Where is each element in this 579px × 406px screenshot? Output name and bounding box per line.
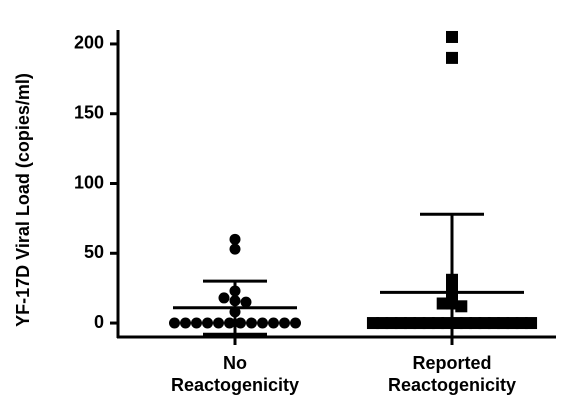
- data-point: [455, 300, 468, 313]
- x-tick-label: Reported Reactogenicity: [388, 353, 516, 395]
- data-point: [229, 243, 241, 255]
- y-axis-label: YF-17D Viral Load (copies/ml): [13, 73, 33, 327]
- data-point: [478, 317, 491, 330]
- data-point: [506, 317, 519, 330]
- data-point: [376, 317, 389, 330]
- data-point: [235, 317, 246, 329]
- data-point: [240, 296, 252, 308]
- data-point: [515, 317, 528, 330]
- y-tick-label: 100: [74, 172, 104, 192]
- data-point: [450, 317, 463, 330]
- data-point: [180, 317, 191, 329]
- y-tick-label: 150: [74, 102, 104, 122]
- data-point: [246, 317, 257, 329]
- data-point: [290, 317, 301, 329]
- data-point: [525, 317, 538, 330]
- data-point: [229, 233, 241, 245]
- data-point: [432, 317, 445, 330]
- data-point: [202, 317, 213, 329]
- data-point: [366, 317, 379, 330]
- data-point: [469, 317, 482, 330]
- data-point: [459, 317, 472, 330]
- data-point: [413, 317, 426, 330]
- y-tick-label: 0: [94, 312, 104, 332]
- data-point: [497, 317, 510, 330]
- data-point: [487, 317, 500, 330]
- data-point: [385, 317, 398, 330]
- y-tick-label: 200: [74, 33, 104, 53]
- x-tick-label: No Reactogenicity: [171, 353, 299, 395]
- data-point: [446, 51, 458, 64]
- data-point: [257, 317, 268, 329]
- data-point: [436, 297, 449, 310]
- data-point: [224, 317, 235, 329]
- data-point: [394, 317, 407, 330]
- data-point: [422, 317, 435, 330]
- data-point: [169, 317, 180, 329]
- data-point: [279, 317, 290, 329]
- data-point: [404, 317, 417, 330]
- y-tick-label: 50: [84, 242, 104, 262]
- data-point: [218, 292, 230, 304]
- plot-area: [169, 30, 538, 337]
- data-point: [191, 317, 202, 329]
- data-point: [446, 30, 458, 43]
- data-point: [268, 317, 279, 329]
- data-point: [441, 317, 454, 330]
- data-point: [213, 317, 224, 329]
